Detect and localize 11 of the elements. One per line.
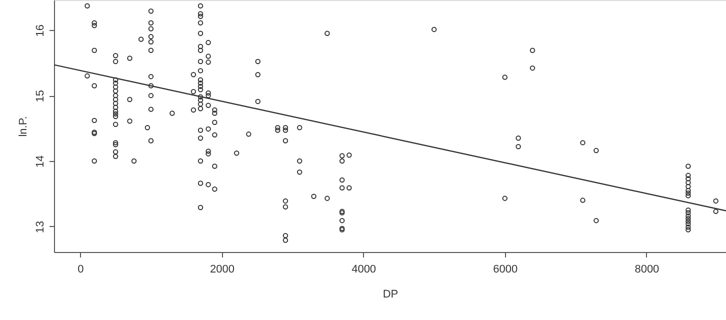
x-tick-label: 6000 — [493, 264, 518, 276]
x-axis-title: DP — [382, 288, 398, 300]
x-tick-label: 8000 — [634, 264, 660, 276]
x-tick-label: 4000 — [352, 264, 376, 276]
y-tick-label: 15 — [34, 90, 46, 102]
y-tick-label: 16 — [34, 24, 46, 37]
x-tick-label: 0 — [78, 264, 84, 276]
x-tick-label: 2000 — [210, 264, 234, 276]
y-axis-title: ln.P. — [18, 116, 30, 137]
y-tick-label: 14 — [34, 155, 46, 168]
y-tick-label: 13 — [34, 220, 46, 234]
